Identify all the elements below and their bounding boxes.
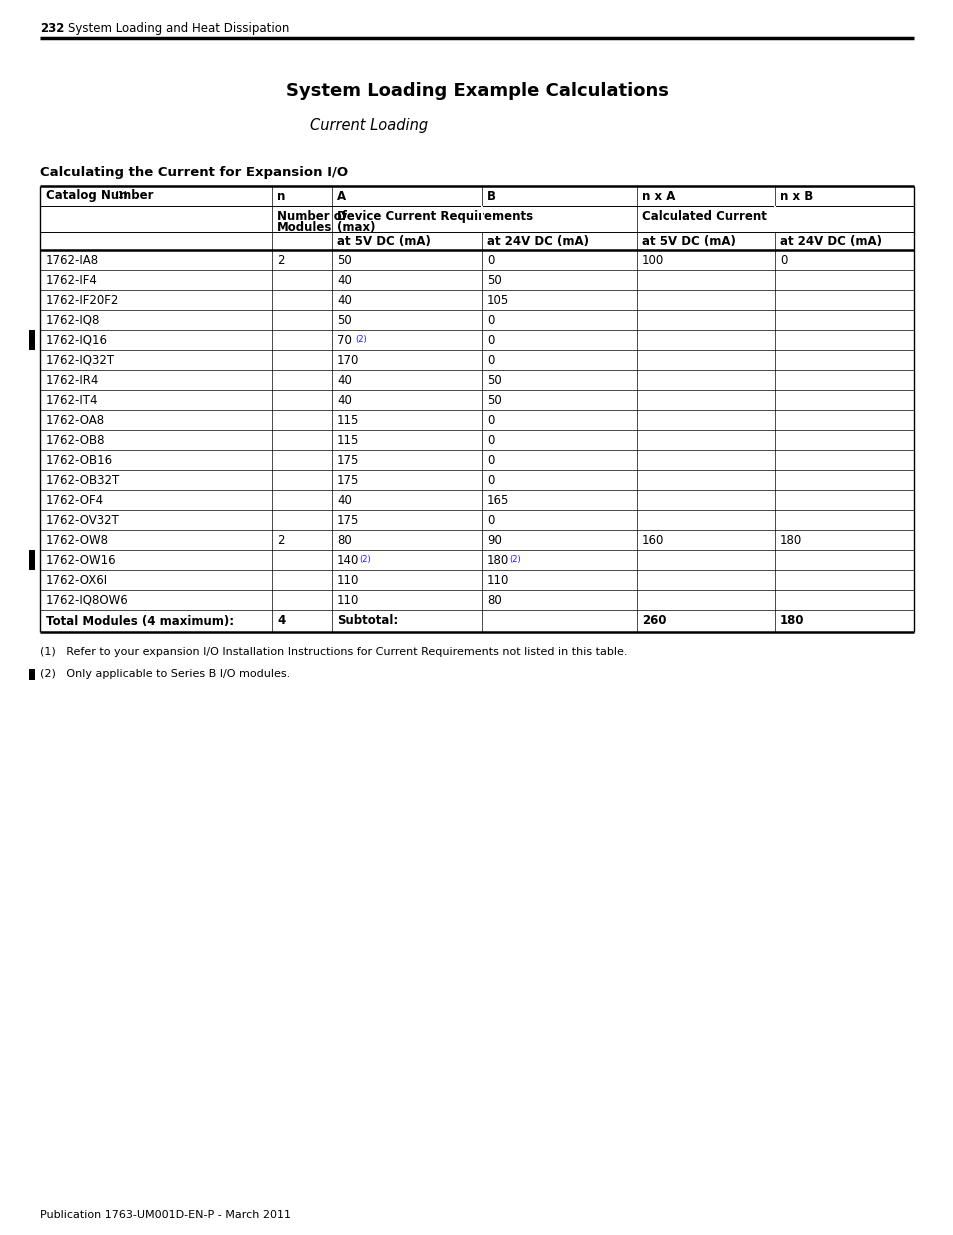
Text: 105: 105 [486,294,509,306]
Text: 1762-OB8: 1762-OB8 [46,433,106,447]
Text: 1762-OA8: 1762-OA8 [46,414,105,426]
Text: 175: 175 [336,514,359,526]
Text: n x B: n x B [780,189,812,203]
Text: Modules: Modules [276,221,332,233]
Text: 180: 180 [780,534,801,547]
Text: 110: 110 [486,573,509,587]
Text: 180: 180 [486,553,509,567]
Text: (2)   Only applicable to Series B I/O modules.: (2) Only applicable to Series B I/O modu… [40,669,290,679]
Text: 0: 0 [486,414,494,426]
Text: 1762-OB16: 1762-OB16 [46,453,113,467]
Text: 175: 175 [336,473,359,487]
Text: 40: 40 [336,494,352,506]
Text: (max): (max) [336,221,375,233]
Text: 1762-IQ8OW6: 1762-IQ8OW6 [46,594,129,606]
Text: 80: 80 [486,594,501,606]
Text: 1762-IT4: 1762-IT4 [46,394,98,406]
Text: at 5V DC (mA): at 5V DC (mA) [641,235,735,247]
Text: Subtotal:: Subtotal: [336,615,397,627]
Text: 0: 0 [486,473,494,487]
Text: 1762-IQ16: 1762-IQ16 [46,333,108,347]
Text: 0: 0 [486,514,494,526]
Text: 115: 115 [336,433,359,447]
Text: 0: 0 [486,453,494,467]
Text: 50: 50 [486,373,501,387]
Bar [29,330,35,350]
Text: 140: 140 [336,553,359,567]
Text: 40: 40 [336,394,352,406]
Bar [29,669,35,680]
Text: at 24V DC (mA): at 24V DC (mA) [486,235,588,247]
Text: Number of: Number of [276,210,347,224]
Text: 232: 232 [40,22,64,35]
Text: n: n [276,189,285,203]
Text: 50: 50 [486,394,501,406]
Bar [29,550,35,571]
Text: 115: 115 [336,414,359,426]
Text: 50: 50 [336,314,352,326]
Text: 0: 0 [486,433,494,447]
Text: 0: 0 [486,314,494,326]
Text: 170: 170 [336,353,359,367]
Text: 4: 4 [276,615,285,627]
Text: 160: 160 [641,534,663,547]
Text: 70: 70 [336,333,352,347]
Text: 2: 2 [276,534,284,547]
Text: 1762-IQ32T: 1762-IQ32T [46,353,115,367]
Text: 110: 110 [336,573,359,587]
Text: 1762-IA8: 1762-IA8 [46,253,99,267]
Text: 0: 0 [486,353,494,367]
Text: 1762-IR4: 1762-IR4 [46,373,99,387]
Text: 80: 80 [336,534,352,547]
Text: 0: 0 [780,253,786,267]
Text: 40: 40 [336,294,352,306]
Text: (1): (1) [113,191,128,200]
Text: A: A [336,189,346,203]
Text: 110: 110 [336,594,359,606]
Bar [773,206,775,232]
Text: 175: 175 [336,453,359,467]
Text: Device Current Requirements: Device Current Requirements [336,210,533,224]
Text: at 5V DC (mA): at 5V DC (mA) [336,235,431,247]
Text: 50: 50 [486,273,501,287]
Text: 165: 165 [486,494,509,506]
Text: Current Loading: Current Loading [310,119,428,133]
Text: 1762-IF20F2: 1762-IF20F2 [46,294,119,306]
Bar [480,206,482,232]
Text: at 24V DC (mA): at 24V DC (mA) [780,235,882,247]
Text: Catalog Number: Catalog Number [46,189,153,203]
Text: Calculated Current: Calculated Current [641,210,766,224]
Text: (2): (2) [358,555,371,564]
Text: 260: 260 [641,615,666,627]
Text: 1762-OX6I: 1762-OX6I [46,573,108,587]
Text: System Loading and Heat Dissipation: System Loading and Heat Dissipation [68,22,289,35]
Text: 40: 40 [336,273,352,287]
Text: 1762-OB32T: 1762-OB32T [46,473,120,487]
Text: Calculating the Current for Expansion I/O: Calculating the Current for Expansion I/… [40,165,348,179]
Text: (1)   Refer to your expansion I/O Installation Instructions for Current Requirem: (1) Refer to your expansion I/O Installa… [40,647,627,657]
Text: 1762-OW8: 1762-OW8 [46,534,109,547]
Text: System Loading Example Calculations: System Loading Example Calculations [285,82,668,100]
Text: 1762-OF4: 1762-OF4 [46,494,104,506]
Text: n x A: n x A [641,189,675,203]
Text: 2: 2 [276,253,284,267]
Text: 1762-IQ8: 1762-IQ8 [46,314,100,326]
Text: 50: 50 [336,253,352,267]
Text: 100: 100 [641,253,663,267]
Text: 1762-OV32T: 1762-OV32T [46,514,120,526]
Text: (2): (2) [355,335,366,345]
Text: 90: 90 [486,534,501,547]
Text: 0: 0 [486,253,494,267]
Text: (2): (2) [509,555,520,564]
Text: 0: 0 [486,333,494,347]
Text: 40: 40 [336,373,352,387]
Text: 1762-OW16: 1762-OW16 [46,553,116,567]
Text: Total Modules (4 maximum):: Total Modules (4 maximum): [46,615,233,627]
Text: B: B [486,189,496,203]
Text: Publication 1763-UM001D-EN-P - March 2011: Publication 1763-UM001D-EN-P - March 201… [40,1210,291,1220]
Text: 180: 180 [780,615,803,627]
Text: 1762-IF4: 1762-IF4 [46,273,98,287]
